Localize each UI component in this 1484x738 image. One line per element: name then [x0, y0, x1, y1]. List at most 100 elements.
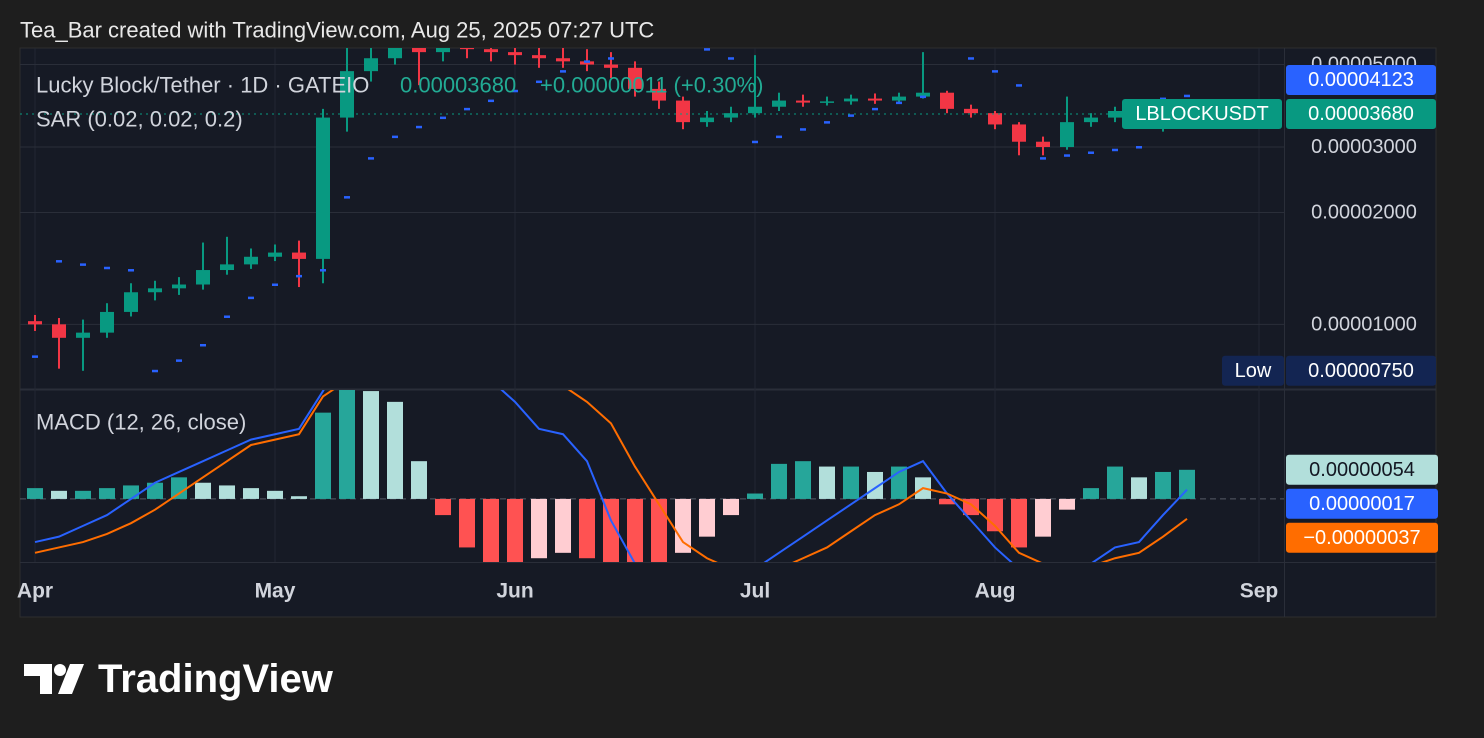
- logo-v: [58, 664, 84, 694]
- candle-body: [604, 64, 618, 68]
- last-price-label-bg: [1286, 99, 1436, 130]
- histogram-bar: [1059, 498, 1075, 510]
- macd-value-label: 0.00000017: [1309, 493, 1415, 515]
- histogram-bar: [675, 498, 691, 553]
- candle-body: [580, 61, 594, 65]
- candle-body: [148, 288, 162, 293]
- sar-point: [512, 89, 518, 93]
- sar-point: [320, 269, 326, 272]
- macd-value-label-bg: [1286, 488, 1438, 519]
- candle-body: [292, 252, 306, 259]
- candle-body: [748, 106, 762, 114]
- candle-body: [268, 252, 282, 257]
- sar-point: [80, 263, 86, 266]
- sar-value-label-bg: [1286, 65, 1436, 96]
- histogram-bar: [99, 488, 115, 499]
- sar-point: [224, 315, 230, 318]
- sar-point: [200, 343, 206, 347]
- histogram-bar: [1179, 469, 1195, 499]
- histogram-bar: [459, 498, 475, 548]
- sar-point: [992, 70, 998, 73]
- sar-point: [800, 128, 806, 131]
- candle-body: [556, 58, 570, 62]
- histogram-bar: [363, 391, 379, 499]
- chart-area: [19, 47, 1437, 618]
- candle-body: [340, 71, 354, 118]
- sar-legend: SAR (0.02, 0.02, 0.2): [36, 107, 243, 132]
- histogram-bar: [219, 485, 235, 499]
- histogram-bar: [603, 498, 619, 562]
- candle-body: [124, 292, 138, 312]
- histogram-bar: [531, 498, 547, 559]
- histogram-bar: [195, 482, 211, 499]
- sar-point: [104, 266, 110, 270]
- histogram-bar: [291, 496, 307, 499]
- candle-body: [220, 264, 234, 271]
- candle-body: [508, 52, 522, 56]
- histogram-bar: [243, 488, 259, 499]
- sar-point: [584, 60, 590, 63]
- histogram-bar: [75, 490, 91, 499]
- candle-body: [820, 101, 834, 103]
- sar-point: [536, 80, 542, 84]
- logo-dot: [54, 664, 66, 676]
- histogram-bar: [483, 498, 499, 562]
- histogram-bar: [411, 461, 427, 499]
- candle-body: [28, 321, 42, 325]
- histogram-bar: [1011, 498, 1027, 548]
- sar-point: [416, 125, 422, 129]
- sar-point: [488, 99, 494, 103]
- histogram-bar: [1035, 498, 1051, 537]
- y-tick-label: 0.00003000: [1311, 136, 1417, 158]
- sar-point: [1160, 97, 1166, 101]
- sar-point: [1064, 154, 1070, 157]
- histogram-bar: [843, 466, 859, 499]
- sar-point: [680, 40, 686, 43]
- candle-body: [100, 311, 114, 333]
- signal-value-label: −0.00000037: [1303, 527, 1420, 549]
- histogram-bar: [267, 490, 283, 499]
- x-tick-label: Jun: [496, 580, 533, 603]
- low-value-label: 0.00000750: [1308, 360, 1414, 382]
- sar-point: [440, 116, 446, 120]
- symbol-label-bg: [1122, 99, 1282, 130]
- sar-point: [656, 34, 662, 37]
- histogram-bar: [387, 401, 403, 499]
- price-change: +0.00000011 (+0.30%): [540, 73, 763, 98]
- sar-point: [1112, 148, 1118, 152]
- histogram-bar: [747, 493, 763, 499]
- candle-body: [988, 113, 1002, 125]
- x-tick-label: Sep: [1240, 580, 1279, 603]
- signal-value-label-bg: [1286, 522, 1438, 553]
- histogram-bar: [723, 498, 739, 516]
- sar-point: [176, 359, 182, 362]
- sar-point: [776, 135, 782, 139]
- candle-body: [1084, 117, 1098, 123]
- logo-t: [24, 664, 52, 694]
- sar-point: [128, 269, 134, 272]
- candle-body: [172, 284, 186, 289]
- last-price: 0.00003680: [400, 73, 516, 98]
- candle-body: [52, 324, 66, 338]
- candle-body: [196, 270, 210, 285]
- macd-pane: [20, 390, 1284, 562]
- candle-body: [532, 55, 546, 59]
- candle-body: [700, 117, 714, 123]
- candle-body: [436, 48, 450, 53]
- candle-body: [652, 88, 666, 101]
- histogram-bar: [27, 488, 43, 499]
- x-tick-label: Apr: [17, 580, 53, 603]
- candle-body: [484, 49, 498, 53]
- candle-body: [388, 48, 402, 59]
- sar-point: [368, 157, 374, 160]
- histogram-bar: [315, 412, 331, 499]
- sar-point: [392, 135, 398, 139]
- histogram-bar: [51, 490, 67, 499]
- sar-point: [464, 107, 470, 111]
- histogram-bar: [147, 482, 163, 499]
- sar-point: [56, 260, 62, 263]
- y-tick-label: 0.00002000: [1311, 201, 1417, 223]
- low-label: Low: [1235, 360, 1272, 382]
